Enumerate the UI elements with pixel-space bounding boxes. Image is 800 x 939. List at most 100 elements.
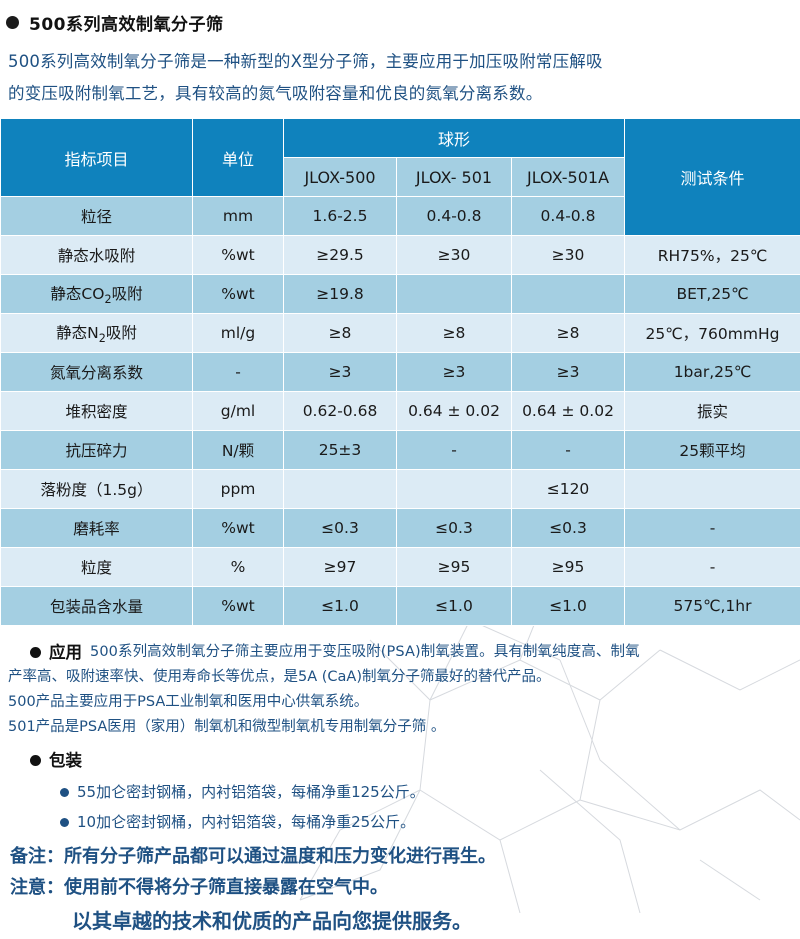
table-row: 抗压碎力 N/颗 25±3 - - 25颗平均: [1, 431, 800, 470]
row-item-label: 粒度: [1, 548, 193, 587]
row-item-label-subscript: 2: [99, 332, 106, 345]
filled-circle-icon: [6, 16, 19, 29]
row-value-jlox-501a: -: [512, 431, 625, 470]
row-item-label-tail: 吸附: [112, 285, 143, 303]
row-item-label: 包装品含水量: [1, 587, 193, 626]
row-unit: %wt: [193, 236, 284, 275]
row-unit: ppm: [193, 470, 284, 509]
row-value-jlox-500: 1.6-2.5: [284, 197, 397, 236]
remark-line: 备注：所有分子筛产品都可以通过温度和压力变化进行再生。: [10, 841, 792, 872]
row-value-jlox-501: 0.4-0.8: [397, 197, 512, 236]
row-item-label: 氮氧分离系数: [1, 353, 193, 392]
row-value-jlox-500: ≥8: [284, 314, 397, 353]
row-value-jlox-500: ≤0.3: [284, 509, 397, 548]
header-item: 指标项目: [1, 119, 193, 197]
notes-section: 备注：所有分子筛产品都可以通过温度和压力变化进行再生。 注意：使用前不得将分子筛…: [8, 837, 792, 939]
list-item: 10加仑密封钢桶，内衬铝箔袋，每桶净重25公斤。: [60, 807, 792, 837]
application-line-2: 产率高、吸附速率快、使用寿命长等优点，是5A (CaA)制氧分子筛最好的替代产品…: [8, 665, 792, 690]
row-item-label-base: 静态N: [56, 324, 99, 342]
row-value-jlox-501: ≥95: [397, 548, 512, 587]
row-value-jlox-501: ≤1.0: [397, 587, 512, 626]
header-unit: 单位: [193, 119, 284, 197]
row-value-jlox-501: ≥8: [397, 314, 512, 353]
row-value-jlox-501: [397, 470, 512, 509]
intro-paragraph: 500系列高效制氧分子筛是一种新型的X型分子筛，主要应用于加压吸附常压解吸 的变…: [0, 36, 800, 116]
row-value-jlox-501: ≥30: [397, 236, 512, 275]
row-item-label-tail: 吸附: [106, 324, 137, 342]
row-value-jlox-501a: ≥95: [512, 548, 625, 587]
slogan-line: 以其卓越的技术和优质的产品向您提供服务。: [10, 903, 792, 939]
row-test-condition: 25℃，760mmHg: [625, 314, 800, 353]
packaging-section: 包装: [8, 748, 792, 773]
table-row: 堆积密度 g/ml 0.62-0.68 0.64 ± 0.02 0.64 ± 0…: [1, 392, 800, 431]
table-row: 静态CO2吸附 %wt ≥19.8 BET,25℃: [1, 275, 800, 314]
row-unit: ml/g: [193, 314, 284, 353]
table-row: 磨耗率 %wt ≤0.3 ≤0.3 ≤0.3 -: [1, 509, 800, 548]
row-unit: g/ml: [193, 392, 284, 431]
row-item-label: 抗压碎力: [1, 431, 193, 470]
row-value-jlox-500: ≥29.5: [284, 236, 397, 275]
header-product-jlox-500: JLOX-500: [284, 158, 397, 197]
row-item-label-subscript: 2: [104, 293, 111, 306]
packaging-item-text: 10加仑密封钢桶，内衬铝箔袋，每桶净重25公斤。: [77, 807, 415, 837]
application-section: 应用 500系列高效制氧分子筛主要应用于变压吸附(PSA)制氧装置。具有制氧纯度…: [8, 640, 792, 665]
row-unit: %wt: [193, 275, 284, 314]
row-item-label: 磨耗率: [1, 509, 193, 548]
table-row: 静态水吸附 %wt ≥29.5 ≥30 ≥30 RH75%，25℃: [1, 236, 800, 275]
row-item-label: 静态水吸附: [1, 236, 193, 275]
header-product-jlox-501a: JLOX-501A: [512, 158, 625, 197]
table-row: 包装品含水量 %wt ≤1.0 ≤1.0 ≤1.0 575℃,1hr: [1, 587, 800, 626]
row-test-condition: -: [625, 509, 800, 548]
filled-circle-icon: [30, 755, 41, 766]
row-value-jlox-501a: ≤120: [512, 470, 625, 509]
application-line-4: 501产品是PSA医用（家用）制氧机和微型制氧机专用制氧分子筛 。: [8, 715, 792, 740]
row-value-jlox-500: ≥3: [284, 353, 397, 392]
row-test-condition: 振实: [625, 392, 800, 431]
row-unit: %wt: [193, 509, 284, 548]
row-value-jlox-501a: ≤1.0: [512, 587, 625, 626]
row-value-jlox-501: ≤0.3: [397, 509, 512, 548]
page-title-text: 500系列高效制氧分子筛: [29, 10, 224, 35]
header-test-condition: 测试条件: [625, 119, 800, 236]
row-item-label: 静态CO2吸附: [1, 275, 193, 314]
row-value-jlox-500: [284, 470, 397, 509]
row-item-label: 粒径: [1, 197, 193, 236]
bullet-dot-icon: [60, 788, 69, 797]
row-value-jlox-500: ≥97: [284, 548, 397, 587]
row-item-label: 静态N2吸附: [1, 314, 193, 353]
row-value-jlox-501a: [512, 275, 625, 314]
row-unit: %: [193, 548, 284, 587]
info-sections: 应用 500系列高效制氧分子筛主要应用于变压吸附(PSA)制氧装置。具有制氧纯度…: [0, 626, 800, 939]
application-label: 应用: [49, 640, 82, 665]
page-title: 500系列高效制氧分子筛: [0, 0, 800, 36]
row-unit: N/颗: [193, 431, 284, 470]
table-row: 粒度 % ≥97 ≥95 ≥95 -: [1, 548, 800, 587]
intro-line-2: 的变压吸附制氧工艺，具有较高的氮气吸附容量和优良的氮氧分离系数。: [8, 78, 792, 110]
row-test-condition: 575℃,1hr: [625, 587, 800, 626]
packaging-item-text: 55加仑密封钢桶，内衬铝箔袋，每桶净重125公斤。: [77, 777, 425, 807]
row-value-jlox-501a: ≥3: [512, 353, 625, 392]
row-value-jlox-501: ≥3: [397, 353, 512, 392]
row-unit: mm: [193, 197, 284, 236]
row-value-jlox-501: -: [397, 431, 512, 470]
row-test-condition: [625, 470, 800, 509]
row-test-condition: -: [625, 548, 800, 587]
row-value-jlox-500: ≥19.8: [284, 275, 397, 314]
packaging-label: 包装: [49, 748, 82, 773]
row-value-jlox-501a: ≥30: [512, 236, 625, 275]
row-item-label-base: 静态CO: [50, 285, 104, 303]
bullet-dot-icon: [60, 818, 69, 827]
table-header-row-1: 指标项目 单位 球形 测试条件: [1, 119, 800, 158]
filled-circle-icon: [30, 647, 41, 658]
packaging-list: 55加仑密封钢桶，内衬铝箔袋，每桶净重125公斤。 10加仑密封钢桶，内衬铝箔袋…: [8, 777, 792, 837]
row-test-condition: 25颗平均: [625, 431, 800, 470]
row-value-jlox-500: 25±3: [284, 431, 397, 470]
row-value-jlox-500: ≤1.0: [284, 587, 397, 626]
row-unit: -: [193, 353, 284, 392]
row-value-jlox-501: [397, 275, 512, 314]
intro-line-1: 500系列高效制氧分子筛是一种新型的X型分子筛，主要应用于加压吸附常压解吸: [8, 46, 792, 78]
row-test-condition: BET,25℃: [625, 275, 800, 314]
specification-table: 指标项目 单位 球形 测试条件 JLOX-500 JLOX- 501 JLOX-…: [0, 118, 800, 626]
row-test-condition: 1bar,25℃: [625, 353, 800, 392]
